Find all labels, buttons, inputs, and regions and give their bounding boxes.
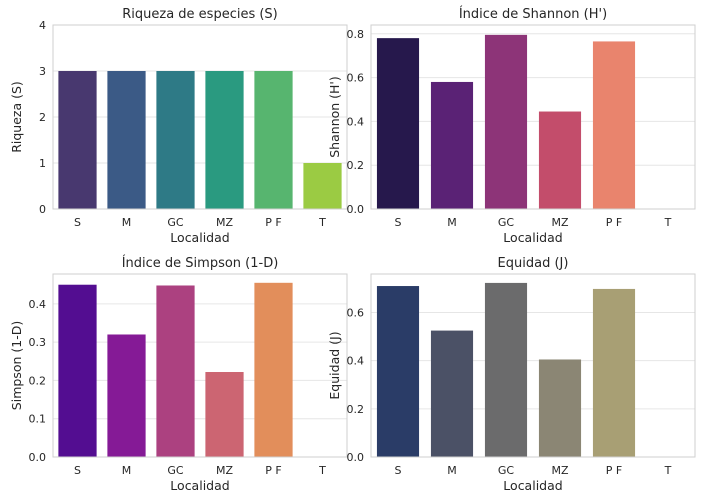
x-tick-label: P F	[265, 216, 281, 229]
x-axis-label: Localidad	[503, 478, 562, 493]
bar-p-f	[592, 288, 636, 457]
x-tick-label: S	[74, 464, 81, 477]
x-tick-label: T	[318, 216, 326, 229]
x-tick-label: T	[664, 216, 672, 229]
y-tick-label: 2	[39, 111, 46, 124]
bar-gc	[156, 71, 195, 209]
y-tick-label: 3	[39, 65, 46, 78]
y-tick-label: 0.0	[347, 203, 365, 216]
bar-s	[376, 38, 420, 210]
x-tick-label: MZ	[551, 216, 568, 229]
x-tick-label: M	[447, 216, 457, 229]
axes-frame	[370, 273, 696, 458]
chart-title: Índice de Simpson (1-D)	[122, 255, 279, 271]
chart-title: Equidad (J)	[498, 256, 569, 271]
x-tick-label: MZ	[216, 216, 233, 229]
y-axis-label: Simpson (1-D)	[9, 321, 24, 410]
y-tick-label: 0.2	[29, 374, 47, 387]
axes-frame	[370, 24, 696, 210]
x-tick-label: GC	[167, 464, 184, 477]
x-tick-label: T	[664, 464, 672, 477]
x-tick-label: MZ	[216, 464, 233, 477]
y-tick-label: 1	[39, 157, 46, 170]
y-tick-label: 0.0	[347, 451, 365, 464]
chart-title: Índice de Shannon (H')	[459, 6, 607, 22]
bar-s	[58, 284, 97, 457]
y-tick-label: 0.4	[347, 115, 365, 128]
x-tick-label: S	[395, 464, 402, 477]
x-tick-label: S	[395, 216, 402, 229]
x-axis-label: Localidad	[170, 478, 229, 493]
x-tick-label: P F	[265, 464, 281, 477]
axes-frame	[52, 273, 348, 458]
y-tick-label: 0.1	[29, 413, 47, 426]
y-tick-label: 0.4	[347, 355, 365, 368]
y-tick-label: 0.2	[347, 159, 365, 172]
x-axis-label: Localidad	[503, 230, 562, 245]
y-tick-label: 0.8	[347, 28, 365, 41]
y-tick-label: 0.6	[347, 72, 365, 85]
y-tick-label: 4	[39, 19, 46, 32]
bar-gc	[484, 282, 528, 457]
bar-s	[376, 286, 420, 457]
bar-mz	[538, 359, 582, 457]
bar-m	[107, 71, 146, 209]
bar-t	[303, 163, 342, 209]
x-tick-label: GC	[498, 216, 515, 229]
chart-panel-3: 0.0 0.1 0.2 0.3 0.4 S M GC MZ P F T Índice de Simps…	[9, 255, 348, 493]
x-tick-label: P F	[606, 216, 622, 229]
x-axis-label: Localidad	[170, 230, 229, 245]
bar-m	[107, 334, 146, 457]
bar-m	[430, 330, 474, 457]
axes-frame	[52, 24, 348, 210]
chart-panel-2: 0.0 0.2 0.4 0.6 0.8 S M GC MZ P F T Índice de Shann…	[327, 6, 696, 245]
x-tick-label: GC	[498, 464, 515, 477]
y-tick-label: 0	[39, 203, 46, 216]
y-tick-label: 0.0	[29, 451, 47, 464]
y-axis-label: Equidad (J)	[327, 331, 342, 399]
bar-gc	[156, 285, 195, 457]
bar-p-f	[254, 282, 293, 457]
x-tick-label: GC	[167, 216, 184, 229]
bar-mz	[205, 71, 244, 209]
bar-p-f	[592, 41, 636, 209]
bar-p-f	[254, 71, 293, 209]
x-tick-label: P F	[606, 464, 622, 477]
y-tick-label: 0.6	[347, 307, 365, 320]
y-tick-label: 0.3	[29, 336, 47, 349]
bar-gc	[484, 34, 528, 209]
bar-mz	[538, 111, 582, 209]
x-tick-label: M	[122, 216, 132, 229]
y-axis-label: Shannon (H')	[327, 76, 342, 158]
bar-mz	[205, 372, 244, 457]
chart-panel-4: 0.0 0.2 0.4 0.6 S M GC MZ P F T Equidad (J) Localid…	[327, 256, 696, 493]
y-tick-label: 0.2	[347, 403, 365, 416]
x-tick-label: MZ	[551, 464, 568, 477]
bar-s	[58, 71, 97, 209]
y-axis-label: Riqueza (S)	[9, 81, 24, 153]
y-tick-label: 0.4	[29, 298, 47, 311]
x-tick-label: M	[447, 464, 457, 477]
bar-m	[430, 81, 474, 209]
chart-title: Riqueza de especies (S)	[122, 7, 278, 22]
chart-panel-1: 0 1 2 3 4 S M GC MZ P F T Riqueza de especies (S) Lo…	[9, 7, 348, 245]
x-tick-label: T	[318, 464, 326, 477]
x-tick-label: S	[74, 216, 81, 229]
x-tick-label: M	[122, 464, 132, 477]
